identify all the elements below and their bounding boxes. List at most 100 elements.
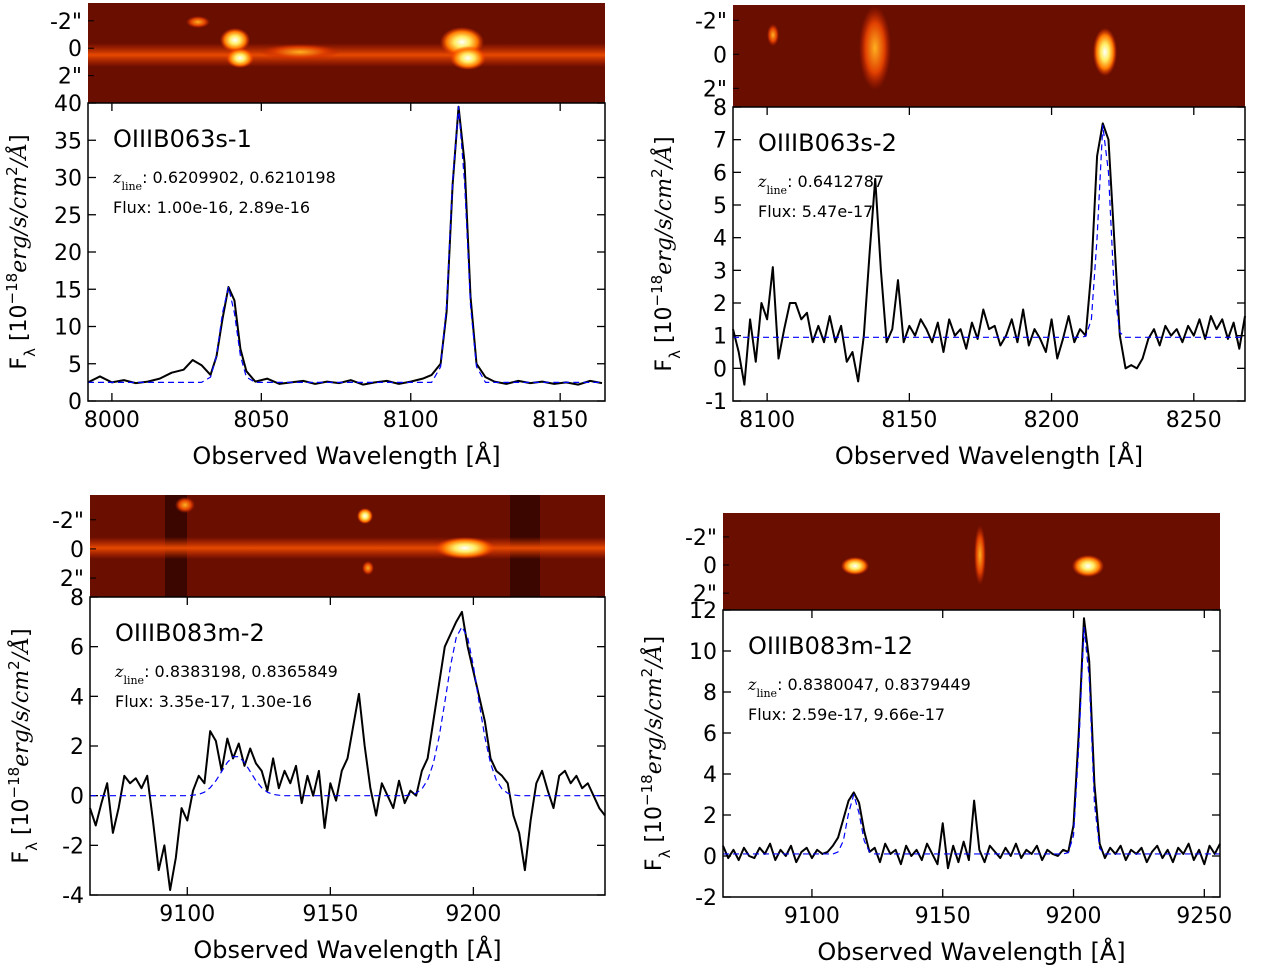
image-background <box>733 5 1245 107</box>
y-tick-label: 15 <box>54 278 82 303</box>
y-axis-label: Fλ [10−18erg/s/cm2/Å] <box>648 136 684 371</box>
y-tick-label: 35 <box>54 129 82 154</box>
y-axis-label-part: −18 <box>638 774 656 806</box>
y-tick-label: 2 <box>70 735 84 760</box>
y-axis-label-part: λ <box>666 350 684 359</box>
object-name: OIIIB083m-12 <box>748 632 913 660</box>
y-tick-label: 10 <box>689 640 717 665</box>
y-axis-label-part: 2 <box>5 660 23 670</box>
image-y-tick-label: -2" <box>685 526 717 551</box>
y-axis-label-part: −18 <box>5 767 23 799</box>
y-axis-label-part: [10 <box>7 304 32 348</box>
x-tick-label: 8100 <box>383 408 439 433</box>
image-blob <box>357 508 373 524</box>
y-tick-label: 4 <box>70 685 84 710</box>
image-blob <box>186 16 210 28</box>
y-tick-label: 12 <box>689 599 717 624</box>
redshift-subscript: line <box>121 180 142 193</box>
image-blob <box>362 561 374 575</box>
redshift-subscript: line <box>123 674 144 687</box>
object-name: OIIIB063s-1 <box>113 125 252 153</box>
plot-frame <box>87 102 606 402</box>
y-axis-label: Fλ [10−18erg/s/cm2/Å] <box>3 134 39 369</box>
image-blob <box>175 497 195 513</box>
y-tick-label: 6 <box>713 161 727 186</box>
y-axis-label-part: F <box>9 851 34 864</box>
image-y-tick-label: 0 <box>703 554 717 579</box>
y-tick-label: 4 <box>703 763 717 788</box>
model-line <box>723 626 1220 855</box>
x-tick-label: 8000 <box>84 408 140 433</box>
y-tick-label: 4 <box>713 227 727 252</box>
plot-area <box>90 597 605 895</box>
x-axis-label: Observed Wavelength [Å] <box>835 441 1143 470</box>
y-axis-label-part: F <box>7 357 32 370</box>
x-axis-label: Observed Wavelength [Å] <box>817 937 1125 966</box>
y-axis-label-part: F <box>652 359 677 372</box>
y-tick-label: 25 <box>54 204 82 229</box>
y-axis-label-part: erg/s/cm <box>652 178 677 275</box>
plot-frame <box>732 106 1246 402</box>
image-blob <box>260 44 340 60</box>
redshift-symbol: z <box>114 662 124 681</box>
image-blob <box>974 525 986 585</box>
x-tick-label: 9200 <box>1046 904 1102 929</box>
flux-text: Flux: 3.35e-17, 1.30e-16 <box>115 692 312 711</box>
image-blob <box>841 557 869 575</box>
image-trace <box>90 537 605 559</box>
image-y-tick-label: 2" <box>60 567 84 592</box>
redshift-text: zline: 0.8383198, 0.8365849 <box>114 662 338 687</box>
y-axis-label-part: [10 <box>652 306 677 350</box>
x-tick-label: 9150 <box>915 904 971 929</box>
y-tick-label: -4 <box>62 884 84 909</box>
redshift-symbol: z <box>112 168 122 187</box>
y-axis-label-part: ] <box>642 636 667 645</box>
redshift-values: : 0.6209902, 0.6210198 <box>142 168 336 187</box>
image-blob <box>1072 555 1104 577</box>
y-tick-label: 0 <box>713 357 727 382</box>
flux-text: Flux: 2.59e-17, 9.66e-17 <box>748 705 945 724</box>
y-axis-label-part: /Å <box>639 645 667 670</box>
object-name: OIIIB063s-2 <box>758 129 897 157</box>
redshift-values: : 0.8380047, 0.8379449 <box>777 675 971 694</box>
x-tick-label: 8050 <box>233 408 289 433</box>
image-blob <box>226 48 254 68</box>
y-tick-label: 6 <box>703 722 717 747</box>
spectrum-image <box>723 513 1220 610</box>
x-tick-label: 9250 <box>1176 904 1232 929</box>
plot-frame <box>722 609 1221 898</box>
spectrum-line <box>732 122 1246 386</box>
image-blob <box>767 24 779 46</box>
model-line <box>733 124 1245 338</box>
y-tick-label: -2 <box>62 834 84 859</box>
y-axis-label-part: [10 <box>9 798 34 842</box>
spectrum-image <box>88 3 605 103</box>
x-tick-label: 8150 <box>881 408 937 433</box>
y-axis-label-part: ] <box>7 134 32 143</box>
y-axis-label-part: ] <box>652 136 677 145</box>
y-axis-label-part: −18 <box>648 275 666 307</box>
flux-text: Flux: 1.00e-16, 2.89e-16 <box>113 198 310 217</box>
x-tick-label: 8250 <box>1166 408 1222 433</box>
y-axis-label-part: λ <box>656 849 674 858</box>
model-line <box>90 626 605 797</box>
image-background <box>723 513 1220 610</box>
redshift-subscript: line <box>756 687 777 700</box>
image-blob <box>435 537 495 559</box>
flux-text: Flux: 5.47e-17 <box>758 202 873 221</box>
y-tick-label: 8 <box>70 586 84 611</box>
x-axis-label: Observed Wavelength [Å] <box>192 441 500 470</box>
y-axis-label-part: /Å <box>6 637 34 662</box>
y-tick-label: 2 <box>703 804 717 829</box>
y-axis-label-part: /Å <box>649 145 677 170</box>
y-tick-label: 40 <box>54 92 82 117</box>
redshift-values: : 0.8383198, 0.8365849 <box>144 662 338 681</box>
image-blob <box>450 46 486 70</box>
y-axis-label-part: 2 <box>648 168 666 178</box>
y-axis-label-part: /Å <box>4 143 32 168</box>
redshift-subscript: line <box>766 184 787 197</box>
spectrum-image <box>90 495 605 597</box>
y-tick-label: 8 <box>713 96 727 121</box>
